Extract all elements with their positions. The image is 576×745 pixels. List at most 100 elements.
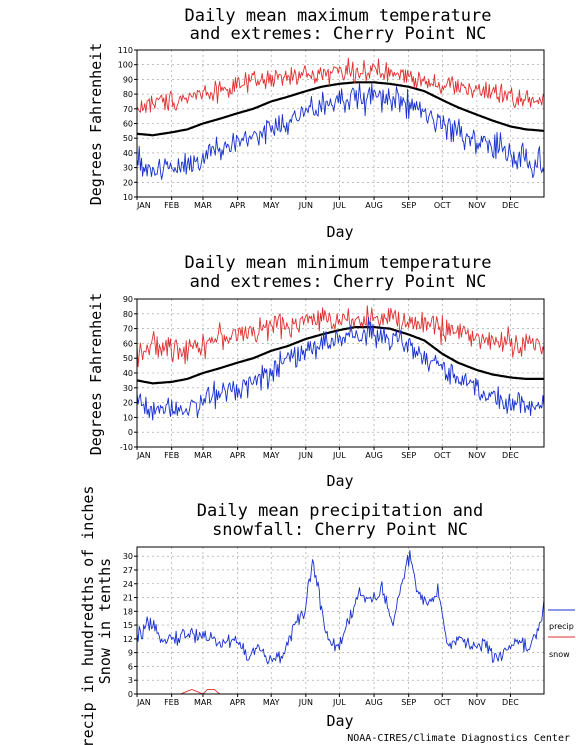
x-tick-label-jul: JUL [332, 201, 346, 210]
chart-title-line2: and extremes: Cherry Point NC [190, 272, 487, 292]
x-tick-label-jul: JUL [332, 451, 346, 460]
y-tick-label: 3 [128, 676, 133, 685]
x-tick-label-oct: OCT [434, 451, 451, 460]
x-tick-label-jun: JUN [298, 201, 313, 210]
y-tick-label: 100 [118, 61, 133, 70]
y-tick-label: 70 [123, 105, 133, 114]
x-tick-label-mar: MAR [194, 698, 212, 707]
legend: precip snow [548, 609, 575, 659]
y-tick-label: 18 [123, 607, 133, 616]
y-tick-label: 0 [128, 690, 133, 699]
grid [137, 547, 544, 694]
x-tick-label-jan: JAN [136, 698, 151, 707]
x-tick-label-dec: DEC [502, 201, 519, 210]
series-line-mean [136, 326, 545, 385]
y-ticks: 10 20 30 40 50 60 70 80 90 100 110 [118, 46, 137, 202]
x-tick-label-apr: APR [230, 698, 246, 707]
y-tick-label: 60 [123, 120, 133, 129]
grid [137, 299, 544, 447]
x-tick-label-apr: APR [230, 451, 246, 460]
y-tick-label: 80 [123, 90, 133, 99]
x-tick-label-jul: JUL [332, 698, 346, 707]
y-axis-label: Degrees Fahrenheit [87, 293, 105, 456]
x-tick-label-may: MAY [263, 451, 280, 460]
y-tick-label: 9 [128, 649, 133, 658]
x-tick-label-jan: JAN [136, 451, 151, 460]
x-ticks: JAN FEB MAR APR MAY JUN JUL AUG SEP OCT NOV DEC [136, 694, 519, 707]
series-line-min_extreme [136, 316, 545, 421]
series-layer [136, 549, 545, 695]
x-tick-label-sep: SEP [401, 698, 416, 707]
x-tick-label-jun: JUN [298, 698, 313, 707]
x-tick-label-aug: AUG [365, 451, 383, 460]
x-tick-label-nov: NOV [468, 451, 486, 460]
series-layer [136, 57, 545, 180]
y-tick-label: 90 [123, 75, 133, 84]
x-ticks: JAN FEB MAR APR MAY JUN JUL AUG SEP OCT NOV DEC [136, 197, 519, 210]
panel-min-temperature: Daily mean minimum temperature and extre… [87, 253, 545, 490]
x-tick-label-feb: FEB [164, 698, 179, 707]
chart-title-line1: Daily mean maximum temperature [184, 6, 491, 26]
y-tick-label: 15 [123, 621, 133, 630]
chart-title-line1: Daily mean minimum temperature [184, 253, 491, 273]
x-axis-label: Day [326, 472, 353, 490]
series-line-mean [136, 81, 545, 137]
x-tick-label-dec: DEC [502, 698, 519, 707]
x-tick-label-sep: SEP [401, 451, 416, 460]
y-tick-label: 24 [123, 580, 133, 589]
chart-title-line2: snowfall: Cherry Point NC [212, 520, 468, 540]
plot-frame [136, 546, 545, 695]
x-tick-label-oct: OCT [434, 698, 451, 707]
series-line-snow [137, 688, 544, 695]
plot-frame [136, 49, 545, 198]
x-tick-label-jun: JUN [298, 451, 313, 460]
x-tick-label-feb: FEB [164, 201, 179, 210]
chart-title-line2: and extremes: Cherry Point NC [190, 24, 487, 44]
x-tick-label-aug: AUG [365, 201, 383, 210]
series-line-max_extreme [136, 57, 545, 113]
x-tick-label-apr: APR [230, 201, 246, 210]
series-line-min_extreme [136, 82, 545, 180]
y-axis-label-line1: Precip in hundredths of inches [79, 486, 97, 745]
y-tick-label: 40 [123, 149, 133, 158]
y-tick-label: 110 [118, 46, 133, 55]
grid [137, 50, 544, 197]
x-ticks: JAN FEB MAR APR MAY JUN JUL AUG SEP OCT NOV DEC [136, 447, 519, 460]
y-tick-label: 20 [123, 178, 133, 187]
y-tick-label: 6 [128, 662, 133, 671]
y-axis-label-line2: Snow in tenths [96, 558, 114, 684]
x-axis-label: Day [326, 223, 353, 241]
series-line-precip [136, 549, 545, 665]
y-tick-label: 30 [123, 552, 133, 561]
y-tick-label: 30 [123, 384, 133, 393]
y-tick-label: 50 [123, 354, 133, 363]
x-tick-label-dec: DEC [502, 451, 519, 460]
y-tick-label: 30 [123, 164, 133, 173]
y-axis-label: Degrees Fahrenheit [87, 43, 105, 206]
y-tick-label: 27 [123, 566, 133, 575]
series-line-max_extreme [136, 305, 545, 368]
plot-frame [136, 298, 545, 448]
x-tick-label-sep: SEP [401, 201, 416, 210]
y-tick-label: 21 [123, 594, 133, 603]
chart-title-line1: Daily mean precipitation and [197, 501, 484, 521]
y-tick-label: 10 [123, 193, 133, 202]
series-layer [136, 305, 545, 421]
y-tick-label: 70 [123, 325, 133, 334]
panel-precipitation: Daily mean precipitation and snowfall: C… [79, 486, 575, 745]
credit-text: NOAA-CIRES/Climate Diagnostics Center [347, 733, 570, 744]
y-tick-label: 50 [123, 134, 133, 143]
x-tick-label-may: MAY [263, 698, 280, 707]
y-tick-label: 0 [128, 428, 133, 437]
x-tick-label-mar: MAR [194, 451, 212, 460]
x-tick-label-mar: MAR [194, 201, 212, 210]
x-tick-label-oct: OCT [434, 201, 451, 210]
y-tick-label: 20 [123, 399, 133, 408]
x-tick-label-aug: AUG [365, 698, 383, 707]
y-ticks: -10 0 10 20 30 40 50 60 70 80 90 [120, 295, 137, 452]
y-tick-label: 90 [123, 295, 133, 304]
x-tick-label-feb: FEB [164, 451, 179, 460]
y-tick-label: 12 [123, 635, 133, 644]
x-axis-label: Day [326, 712, 353, 730]
y-tick-label: 60 [123, 339, 133, 348]
